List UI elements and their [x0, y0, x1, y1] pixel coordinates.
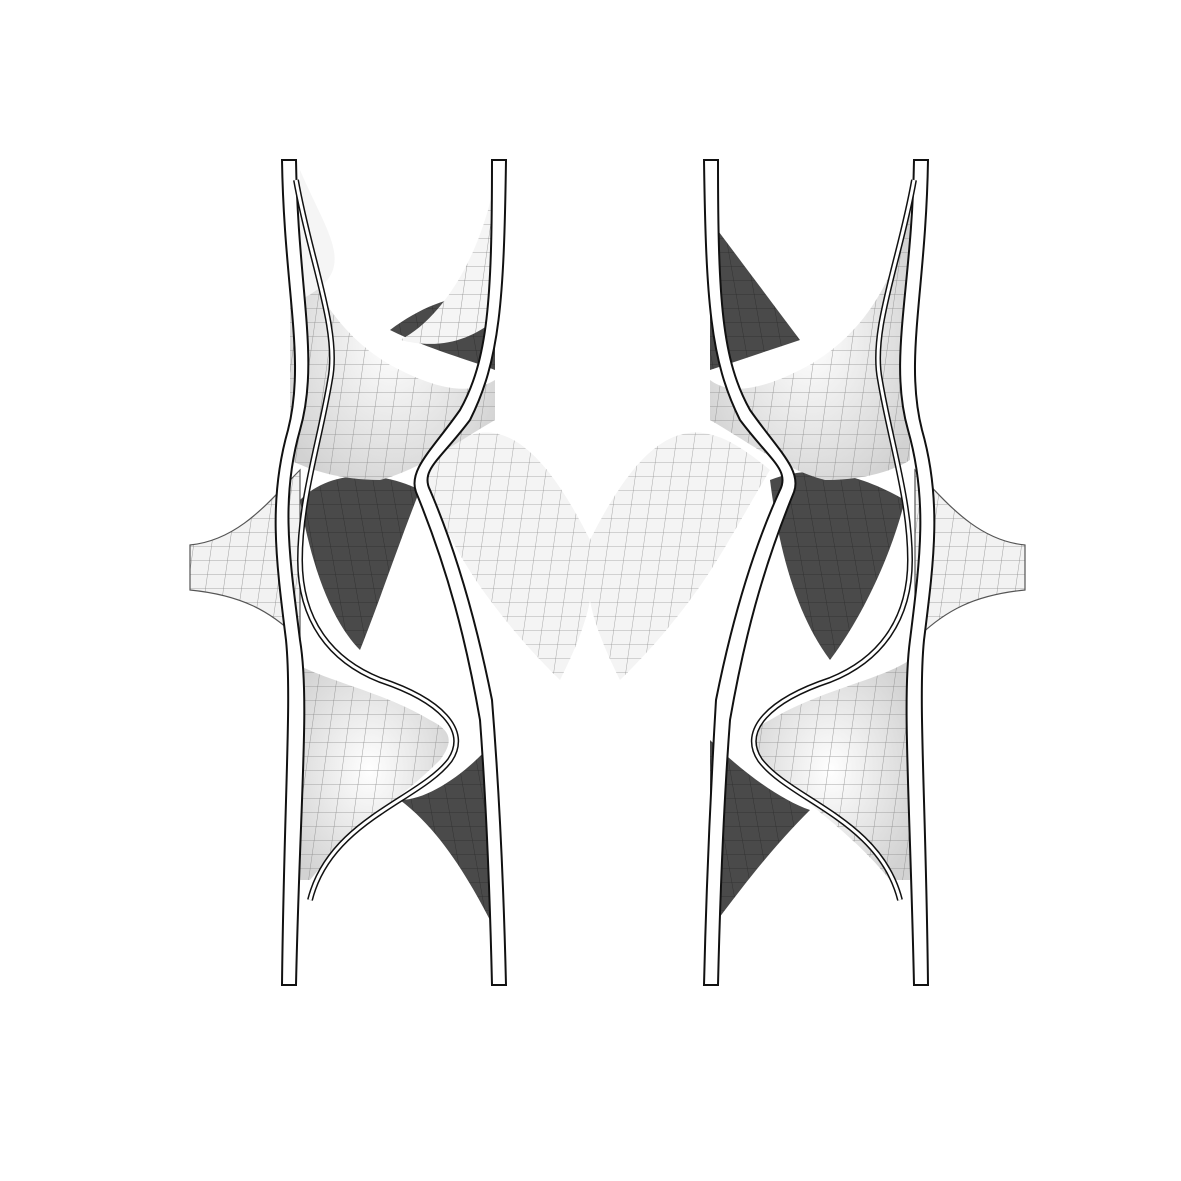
- column-inner-right: [702, 159, 797, 986]
- right-edge-strip: [751, 179, 917, 901]
- column-outer-right: [899, 159, 936, 986]
- central-bridge-surface: [420, 432, 770, 680]
- right-module-surfaces: [710, 200, 910, 880]
- column-inner-left: [413, 159, 508, 986]
- column-outer-left: [274, 159, 310, 986]
- left-edge-strip: [293, 179, 459, 901]
- right-shadow-surfaces: [710, 220, 905, 930]
- left-module-surfaces: [290, 170, 495, 880]
